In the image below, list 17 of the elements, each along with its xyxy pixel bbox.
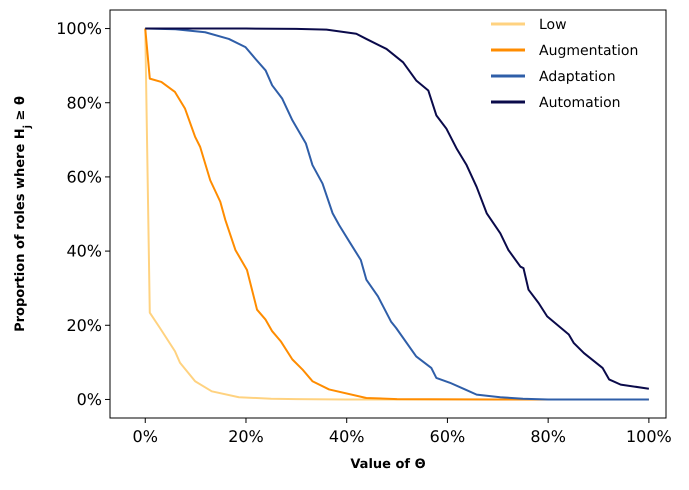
y-tick-label: 40% [66,242,102,261]
legend-label: Adaptation [539,68,616,85]
y-tick-label: 0% [76,390,102,410]
y-tick-label: 80% [66,93,102,112]
y-tick-label: 100% [56,19,102,38]
x-tick-label: 80% [530,427,566,446]
x-tick-label: 40% [328,427,364,446]
y-tick-label: 20% [66,316,102,335]
legend-label: Low [539,16,567,33]
legend-label: Automation [539,94,621,111]
x-tick-label: 100% [626,427,672,446]
legend-label: Augmentation [539,42,638,59]
x-tick-label: 0% [132,427,158,446]
y-tick-label: 60% [66,168,102,187]
x-tick-label: 20% [228,427,264,446]
x-tick-label: 60% [430,427,466,446]
x-axis-title: Value of Θ [350,457,426,472]
